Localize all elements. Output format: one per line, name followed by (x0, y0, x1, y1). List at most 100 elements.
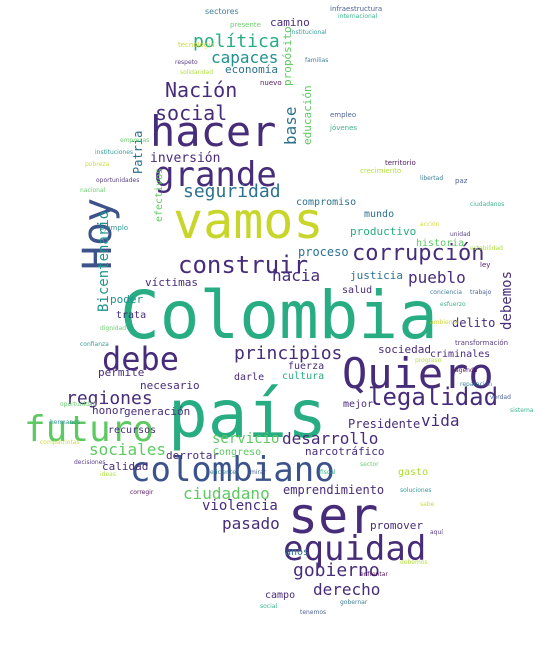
cloud-word-small: jóvenes (330, 124, 358, 132)
cloud-word: grande (154, 155, 277, 195)
cloud-word-small: ideas (100, 471, 116, 478)
cloud-word: poder (110, 293, 144, 306)
cloud-word-small: soluciones (400, 487, 432, 494)
cloud-word: gasto (398, 467, 429, 478)
cloud-word: seguridad (183, 181, 281, 202)
cloud-word-small: dignidad (100, 325, 127, 332)
cloud-word-small: respeto (175, 59, 198, 66)
cloud-word: educación (301, 85, 314, 145)
cloud-word: promover (370, 519, 423, 532)
cloud-word: historia (416, 238, 465, 249)
cloud-word-small: paz (455, 177, 468, 185)
cloud-word: mundo (364, 209, 395, 220)
cloud-word: necesario (140, 379, 200, 392)
cloud-word: debe (102, 340, 180, 378)
cloud-word-small: familias (305, 57, 329, 64)
cloud-word: emprendimiento (283, 483, 385, 497)
cloud-word-small: decisiones (74, 459, 106, 466)
cloud-word-small: sabe (420, 501, 435, 508)
cloud-word-small: corregir (130, 489, 154, 496)
cloud-word: colombiano (130, 450, 335, 490)
cloud-word: legalidad (368, 383, 499, 411)
cloud-word-small: debemos (400, 559, 428, 566)
cloud-word-small: sector (360, 461, 379, 468)
cloud-word: derecho (313, 580, 381, 599)
cloud-word-small: enfrentar (360, 571, 388, 578)
cloud-word-small: mirar (250, 469, 267, 476)
cloud-word: social (155, 101, 228, 125)
cloud-word-small: sistema (510, 407, 534, 414)
cloud-word: víctimas (145, 276, 198, 289)
cloud-word-small: gobernar (340, 599, 368, 606)
cloud-word: generación (124, 405, 191, 418)
cloud-word: gobierno (293, 560, 380, 581)
cloud-word: productivo (350, 225, 417, 238)
cloud-word-small: nacional (80, 187, 106, 194)
cloud-word-small: social (260, 603, 278, 610)
cloud-word: construir (178, 251, 309, 279)
cloud-word-small: territorio (385, 159, 416, 167)
cloud-word: país (168, 376, 327, 453)
cloud-word: base (281, 106, 300, 145)
cloud-word: vida (421, 411, 460, 430)
cloud-word: Presidente (348, 417, 421, 431)
cloud-word-small: nuevo (260, 79, 282, 87)
cloud-word: compromiso (296, 197, 357, 208)
cloud-word: desarrollo (282, 429, 379, 448)
cloud-word: pasado (222, 514, 280, 533)
cloud-word-small: tenemos (300, 609, 327, 616)
cloud-word: regiones (66, 388, 153, 409)
cloud-word-small: presente (230, 21, 261, 29)
cloud-word-small: acción (420, 221, 440, 228)
cloud-word: trata (116, 310, 147, 321)
cloud-word: servicio (212, 431, 280, 447)
cloud-word: Congreso (213, 447, 262, 458)
cloud-word-small: sectores (205, 7, 239, 16)
cloud-word: anos (285, 547, 310, 558)
cloud-word: hacia (272, 266, 321, 285)
cloud-word-small: ejemplo (100, 224, 129, 232)
cloud-word: mejor (343, 399, 374, 410)
cloud-word: fuerza (288, 361, 325, 372)
cloud-word-small: fiscal (320, 469, 336, 476)
cloud-word: equidad (283, 529, 427, 569)
cloud-word: futuro (24, 409, 155, 450)
cloud-word: corrupción (352, 241, 485, 266)
cloud-word: capaces (211, 48, 279, 67)
cloud-word-small: hermanos (50, 419, 80, 426)
cloud-word: narcotráfico (305, 445, 385, 458)
cloud-word: cultura (282, 371, 325, 382)
cloud-word-small: instituciones (95, 149, 134, 156)
cloud-word-small: verdad (490, 394, 511, 401)
cloud-word-small: eficiente (210, 469, 236, 476)
cloud-word: hacer (150, 107, 277, 156)
cloud-word-small: oportunidades (96, 177, 140, 184)
cloud-word-small: esfuerzo (440, 301, 466, 308)
cloud-word-small: aquí (430, 529, 443, 536)
cloud-word-small: conciencia (430, 289, 462, 296)
cloud-word: Colombia (120, 277, 438, 354)
cloud-word-small: oportunidad (60, 401, 97, 408)
cloud-word: política (193, 31, 280, 52)
cloud-word-small: ambiente (430, 319, 459, 326)
cloud-word-small: institucional (290, 29, 327, 36)
cloud-word: campo (265, 590, 296, 601)
cloud-word-small: tecnología (178, 41, 215, 49)
cloud-word: derrotar (166, 449, 219, 462)
cloud-word: sociedad (378, 343, 431, 356)
cloud-word: debemos (499, 270, 515, 330)
cloud-word: delito (452, 316, 496, 330)
cloud-word: inversión (150, 151, 221, 166)
cloud-word-small: internacional (338, 13, 378, 20)
cloud-word-small: compatriotas (40, 439, 80, 446)
cloud-word-small: transformación (455, 339, 509, 347)
cloud-word: darle (234, 372, 265, 383)
cloud-word-small: empleo (330, 111, 357, 119)
cloud-word-small: ciudadanos (470, 201, 505, 208)
cloud-word: principios (234, 343, 343, 364)
cloud-word: ser (288, 487, 379, 545)
cloud-word: justicia (350, 269, 403, 282)
cloud-word: ciudadano (183, 484, 270, 503)
cloud-word: recursos (108, 425, 157, 436)
